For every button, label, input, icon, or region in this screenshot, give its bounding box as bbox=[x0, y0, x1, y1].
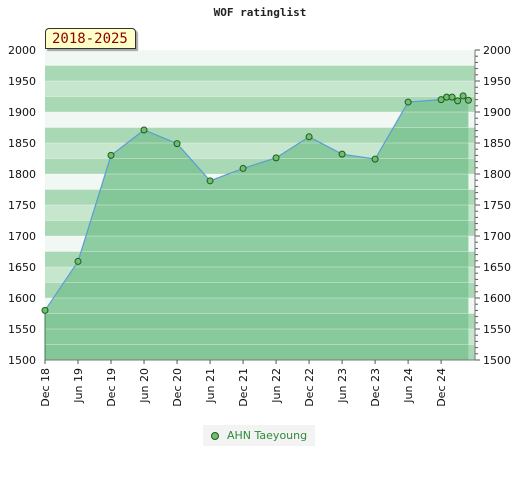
gridlines bbox=[45, 49, 475, 361]
y-tick-label-left: 1950 bbox=[8, 75, 36, 88]
data-point bbox=[272, 154, 280, 162]
data-point bbox=[107, 151, 115, 159]
y-tick-label-left: 1750 bbox=[8, 199, 36, 212]
y-tick-label-left: 1700 bbox=[8, 230, 36, 243]
background-band bbox=[45, 81, 475, 97]
data-point bbox=[338, 150, 346, 158]
period-badge: 2018-2025 bbox=[45, 28, 136, 49]
area-under-curve bbox=[45, 95, 469, 360]
data-point bbox=[448, 93, 456, 101]
y-tick-label-left: 1800 bbox=[8, 168, 36, 181]
axes: 1500 1500 1550 1550 1600 1600 1650 1650 1700 1700… bbox=[8, 44, 511, 407]
y-tick-label-right: 2000 bbox=[483, 44, 511, 57]
data-point bbox=[459, 92, 467, 100]
y-tick-label-right: 1950 bbox=[483, 75, 511, 88]
y-tick-label-right: 1900 bbox=[483, 106, 511, 119]
data-point bbox=[437, 96, 445, 104]
background-band bbox=[45, 65, 475, 81]
data-point bbox=[464, 96, 472, 104]
x-tick-label: Dec 19 bbox=[105, 368, 118, 407]
y-tick-label-left: 2000 bbox=[8, 44, 36, 57]
background-band bbox=[45, 112, 475, 128]
y-tick-label-right: 1550 bbox=[483, 323, 511, 336]
y-tick-label-right: 1700 bbox=[483, 230, 511, 243]
background-band bbox=[45, 50, 475, 66]
x-tick-label: Jun 22 bbox=[270, 368, 283, 404]
y-tick-label-left: 1900 bbox=[8, 106, 36, 119]
data-point bbox=[239, 164, 247, 172]
data-point bbox=[140, 126, 148, 134]
data-point bbox=[41, 306, 49, 314]
data-point bbox=[371, 155, 379, 163]
y-tick-label-left: 1500 bbox=[8, 354, 36, 367]
x-tick-label: Dec 23 bbox=[369, 368, 382, 407]
y-tick-label-right: 1750 bbox=[483, 199, 511, 212]
legend-marker-icon bbox=[211, 431, 219, 440]
x-tick-label: Dec 22 bbox=[303, 368, 316, 407]
x-tick-label: Dec 18 bbox=[39, 368, 52, 407]
legend[interactable]: AHN Taeyoung bbox=[203, 425, 316, 446]
data-point bbox=[404, 98, 412, 106]
background-band bbox=[45, 96, 475, 112]
y-tick-label-right: 1600 bbox=[483, 292, 511, 305]
data-points bbox=[41, 92, 472, 314]
y-tick-label-left: 1600 bbox=[8, 292, 36, 305]
y-tick-label-left: 1550 bbox=[8, 323, 36, 336]
x-tick-label: Jun 24 bbox=[402, 368, 415, 404]
y-tick-label-left: 1650 bbox=[8, 261, 36, 274]
x-tick-label: Jun 20 bbox=[138, 368, 151, 404]
y-tick-label-right: 1650 bbox=[483, 261, 511, 274]
data-point bbox=[173, 140, 181, 148]
x-tick-label: Dec 24 bbox=[435, 368, 448, 407]
data-point bbox=[206, 177, 214, 185]
y-tick-label-left: 1850 bbox=[8, 137, 36, 150]
x-tick-label: Jun 19 bbox=[72, 368, 85, 404]
x-tick-label: Jun 23 bbox=[336, 368, 349, 404]
y-tick-label-right: 1500 bbox=[483, 354, 511, 367]
y-tick-label-right: 1800 bbox=[483, 168, 511, 181]
x-tick-label: Jun 21 bbox=[204, 368, 217, 404]
x-tick-label: Dec 21 bbox=[237, 368, 250, 407]
chart-title: WOF ratinglist bbox=[213, 6, 307, 19]
data-point bbox=[454, 97, 462, 105]
data-point bbox=[305, 133, 313, 141]
legend-label: AHN Taeyoung bbox=[227, 429, 308, 442]
area-fill bbox=[45, 95, 469, 360]
x-tick-label: Dec 20 bbox=[171, 368, 184, 407]
data-point bbox=[74, 257, 82, 265]
y-tick-label-right: 1850 bbox=[483, 137, 511, 150]
